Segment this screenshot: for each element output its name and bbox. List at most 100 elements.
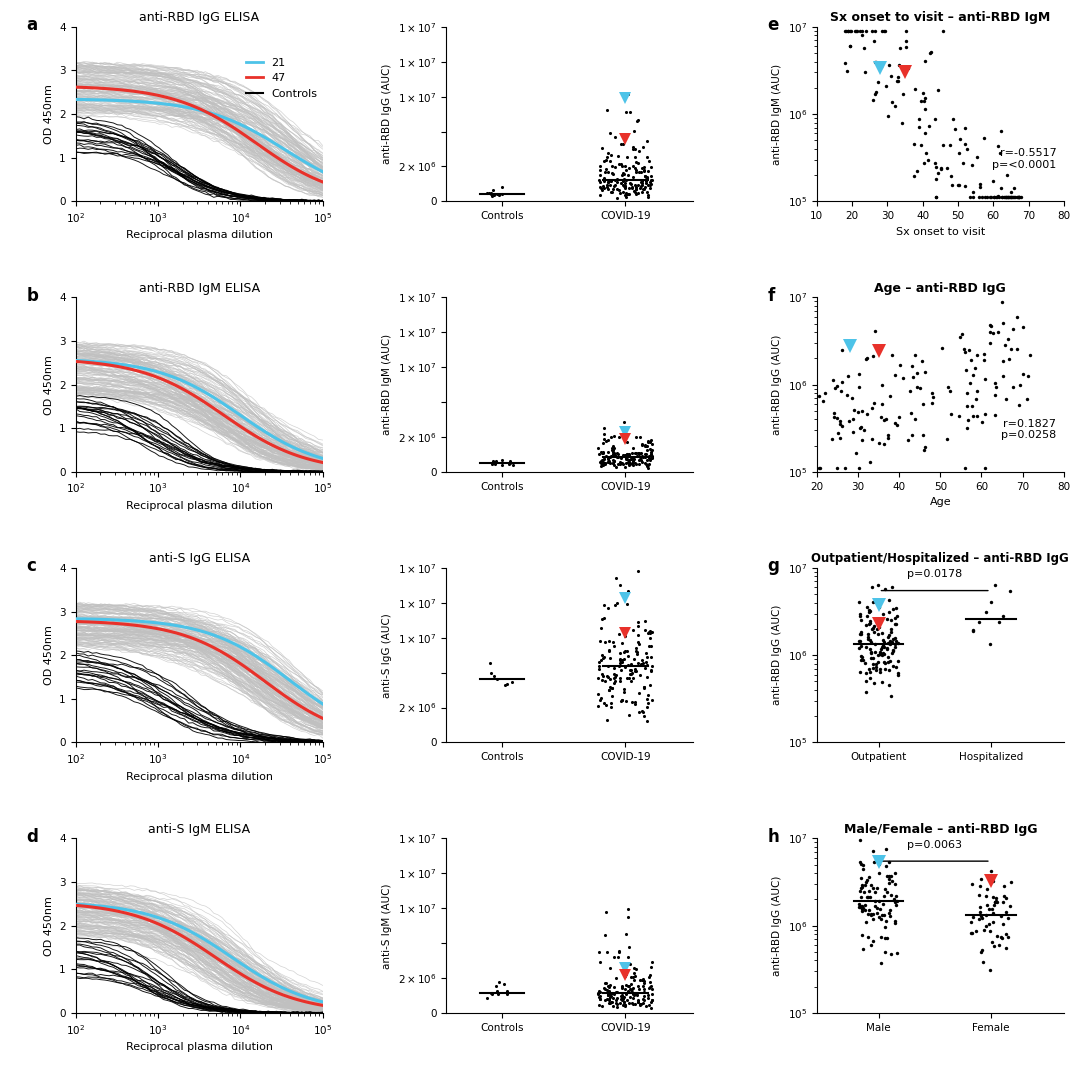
Point [964,622,982,639]
Point [633,177,650,194]
Point [643,977,660,994]
Point [597,164,615,181]
Point [504,456,522,473]
Point [616,170,633,188]
Point [607,672,624,689]
Point [593,444,610,461]
Point [983,593,1000,610]
Point [624,440,642,457]
Point [627,985,645,1002]
Point [611,651,629,668]
Point [866,53,883,70]
Point [636,680,653,697]
Point [632,451,649,468]
Point [605,448,622,465]
Point [637,644,654,661]
Point [958,140,975,158]
Point [595,649,612,666]
Point [1008,189,1025,206]
Point [633,448,650,465]
Point [923,385,941,402]
Point [627,642,645,659]
Point [868,899,886,917]
Point [627,662,645,680]
Point [829,425,847,442]
Point [620,909,637,926]
Point [971,176,988,193]
Point [851,853,868,870]
Point [989,189,1007,206]
Point [914,353,931,370]
Point [608,667,625,684]
Point [633,164,650,181]
Point [862,602,879,620]
Point [990,189,1008,206]
Point [624,622,642,639]
Point [596,672,613,689]
Point [1011,189,1028,206]
Point [886,639,903,656]
Point [638,169,656,187]
Point [619,992,636,1009]
Point [865,347,882,364]
Y-axis label: OD 450nm: OD 450nm [43,84,54,144]
Point [879,639,896,656]
Point [635,138,652,155]
Point [881,387,899,404]
Point [597,432,615,449]
Point [855,39,873,56]
Point [963,924,981,941]
Point [605,166,622,183]
Point [916,363,933,381]
Point [877,880,894,897]
Point [976,459,994,476]
Point [1001,898,1018,915]
Point [882,68,900,85]
Point [843,389,861,406]
Y-axis label: anti-S IgM (AUC): anti-S IgM (AUC) [382,883,392,968]
Point [878,867,895,884]
Point [861,641,878,658]
Point [866,893,883,910]
Point [643,167,660,184]
Point [943,168,960,185]
Point [880,592,897,609]
Point [980,900,997,918]
Point [870,855,888,873]
Point [850,366,867,383]
Point [987,577,1004,594]
Point [633,436,650,453]
Point [877,912,894,929]
Y-axis label: OD 450nm: OD 450nm [43,896,54,956]
Point [969,346,986,363]
Point [638,168,656,185]
Point [605,949,622,966]
Point [593,652,610,669]
Point [610,943,627,961]
Point [622,661,639,679]
Point [622,981,639,998]
Point [639,986,657,1003]
Point [859,928,876,946]
Point [866,86,883,103]
Point [594,453,611,471]
Point [591,953,608,970]
Point [858,665,875,682]
Point [866,643,883,660]
Point [590,697,607,714]
Point [977,604,995,621]
Point [642,625,659,642]
Point [593,611,610,628]
Point [599,657,617,674]
X-axis label: Reciprocal plasma dilution: Reciprocal plasma dilution [125,501,272,511]
Point [609,170,626,188]
Point [626,149,644,166]
Point [969,149,986,166]
Point [598,102,616,119]
Point [1004,189,1022,206]
Point [644,657,661,674]
Point [861,614,878,631]
Point [604,687,621,704]
Point [850,594,867,611]
Point [604,451,621,468]
